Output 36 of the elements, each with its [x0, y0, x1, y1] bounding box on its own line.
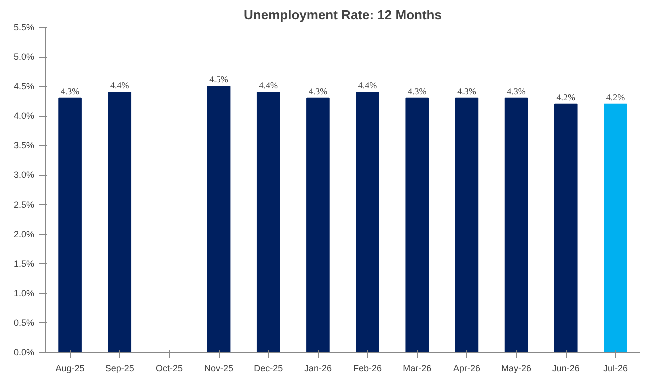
data-label: 4.3%	[458, 86, 477, 96]
y-tick-label: 2.5%	[14, 200, 34, 210]
y-tick-label: 2.0%	[14, 229, 34, 240]
y-tick-label: 4.0%	[14, 111, 34, 122]
data-label: 4.3%	[507, 86, 526, 96]
x-tick-label: Apr-26	[453, 364, 480, 374]
y-tick-label: 1.5%	[14, 258, 34, 269]
y-tick-label: 0.0%	[14, 348, 34, 358]
chart-title: Unemployment Rate: 12 Months	[244, 8, 442, 22]
data-label: 4.2%	[606, 92, 626, 102]
x-tick-label: Oct-25	[156, 364, 183, 374]
data-label: 4.3%	[408, 86, 428, 96]
x-tick-label: Nov-25	[204, 364, 234, 374]
x-tick-label: Sep-25	[105, 364, 134, 374]
x-tick-label: Jul-26	[603, 364, 628, 374]
y-tick-label: 0.5%	[14, 318, 34, 328]
x-tick-label: Jan-26	[304, 364, 332, 374]
data-label: 4.3%	[308, 86, 328, 96]
data-label: 4.4%	[259, 80, 278, 90]
y-tick-label: 3.5%	[14, 140, 34, 151]
y-tick-label: 3.0%	[14, 170, 34, 180]
x-tick-label: Aug-25	[56, 364, 85, 374]
data-label: 4.4%	[358, 80, 378, 90]
data-label: 4.3%	[60, 86, 80, 96]
data-label: 4.2%	[556, 92, 576, 102]
data-label: 4.5%	[210, 74, 229, 85]
y-tick-label: 5.5%	[14, 22, 34, 32]
data-label: 4.4%	[110, 80, 130, 90]
x-tick-label: Jun-26	[552, 364, 580, 374]
y-tick-label: 1.0%	[14, 288, 34, 298]
x-tick-label: Dec-25	[254, 364, 284, 374]
x-tick-label: Feb-26	[354, 364, 382, 374]
y-tick-label: 4.5%	[14, 82, 34, 92]
x-tick-label: Mar-26	[403, 364, 432, 374]
x-tick-label: May-26	[502, 364, 532, 374]
y-tick-label: 5.0%	[14, 52, 34, 62]
